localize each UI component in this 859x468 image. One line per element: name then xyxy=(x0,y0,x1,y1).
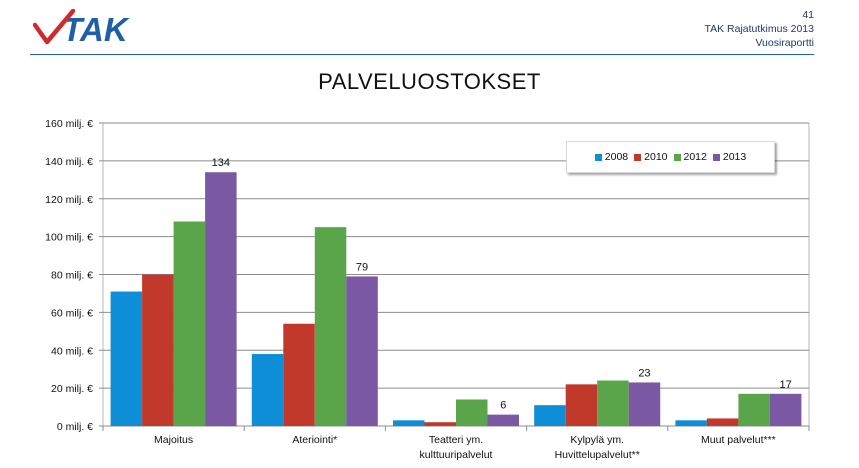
legend-swatch xyxy=(673,153,681,161)
data-label: 6 xyxy=(500,400,506,412)
y-tick-label: 100 milj. € xyxy=(45,232,93,244)
data-label: 79 xyxy=(356,261,368,273)
bar-2013-0 xyxy=(205,172,237,426)
tak-logo-mark: TAK xyxy=(32,8,145,48)
legend-label: 2012 xyxy=(683,151,707,163)
report-subtitle: Vuosiraportti xyxy=(755,37,814,49)
bar-2012-3 xyxy=(597,380,629,426)
bar-2013-2 xyxy=(487,414,519,426)
y-tick-label: 160 milj. € xyxy=(45,118,93,130)
bar-2010-3 xyxy=(565,384,598,426)
data-label: 23 xyxy=(638,367,650,379)
legend-label: 2010 xyxy=(644,151,668,163)
legend-item-2013: 2013 xyxy=(712,151,747,163)
bar-2008-4 xyxy=(675,420,707,426)
check-mark-icon xyxy=(32,8,76,45)
x-category-label: kulttuuripalvelut xyxy=(420,449,493,461)
legend-label: 2008 xyxy=(604,151,629,163)
bar-2010-2 xyxy=(424,422,456,426)
x-category-label: Kylpylä ym. xyxy=(570,434,624,446)
bar-2012-4 xyxy=(738,393,770,426)
logo-text: TAK xyxy=(62,11,130,47)
data-label: 134 xyxy=(212,157,230,169)
legend-item-2012: 2012 xyxy=(673,151,707,163)
y-tick-label: 120 milj. € xyxy=(45,194,93,206)
bar-2013-4 xyxy=(769,393,802,426)
y-tick-label: 0 milj. € xyxy=(57,421,93,433)
x-category-label: Ateriointi* xyxy=(292,434,337,446)
data-label: 17 xyxy=(780,379,792,391)
report-header: 41 TAK Rajatutkimus 2013 Vuosiraportti xyxy=(704,8,814,50)
legend-label: 2013 xyxy=(722,151,747,163)
y-tick-label: 60 milj. € xyxy=(51,307,93,319)
bar-2013-1 xyxy=(346,276,378,426)
bar-2008-3 xyxy=(534,405,566,426)
bar-2008-2 xyxy=(393,420,425,426)
y-tick-label: 80 milj. € xyxy=(51,270,93,282)
y-tick-label: 140 milj. € xyxy=(45,156,93,168)
legend-item-2010: 2010 xyxy=(634,151,668,163)
x-category-label: Teatteri ym. xyxy=(429,434,483,446)
x-category-label: Muut palvelut*** xyxy=(701,434,776,446)
x-category-label: Huvittelupalvelut** xyxy=(555,449,640,461)
legend-swatch xyxy=(634,153,642,161)
bar-2012-0 xyxy=(173,221,206,426)
bar-2013-3 xyxy=(628,382,661,426)
header-divider xyxy=(30,54,814,55)
chart-legend: 2008 2010 2012 2013 xyxy=(566,141,775,173)
x-category-label: Majoitus xyxy=(154,434,193,446)
bar-2010-4 xyxy=(706,418,739,426)
legend-swatch xyxy=(594,153,602,161)
bar-2012-1 xyxy=(314,227,347,426)
tak-logo: TAK xyxy=(32,8,148,48)
page-number: 41 xyxy=(802,9,814,21)
y-tick-label: 20 milj. € xyxy=(51,383,93,395)
bar-2008-0 xyxy=(110,291,143,426)
report-title: TAK Rajatutkimus 2013 xyxy=(704,23,814,35)
bar-2008-1 xyxy=(251,354,284,426)
bar-2010-1 xyxy=(283,323,315,426)
bar-2010-0 xyxy=(142,274,174,426)
legend-item-2008: 2008 xyxy=(594,151,629,163)
bar-2012-2 xyxy=(456,399,488,426)
chart-title: PALVELUOSTOKSET xyxy=(318,69,541,94)
legend-swatch xyxy=(712,153,720,161)
y-tick-label: 40 milj. € xyxy=(51,345,93,357)
